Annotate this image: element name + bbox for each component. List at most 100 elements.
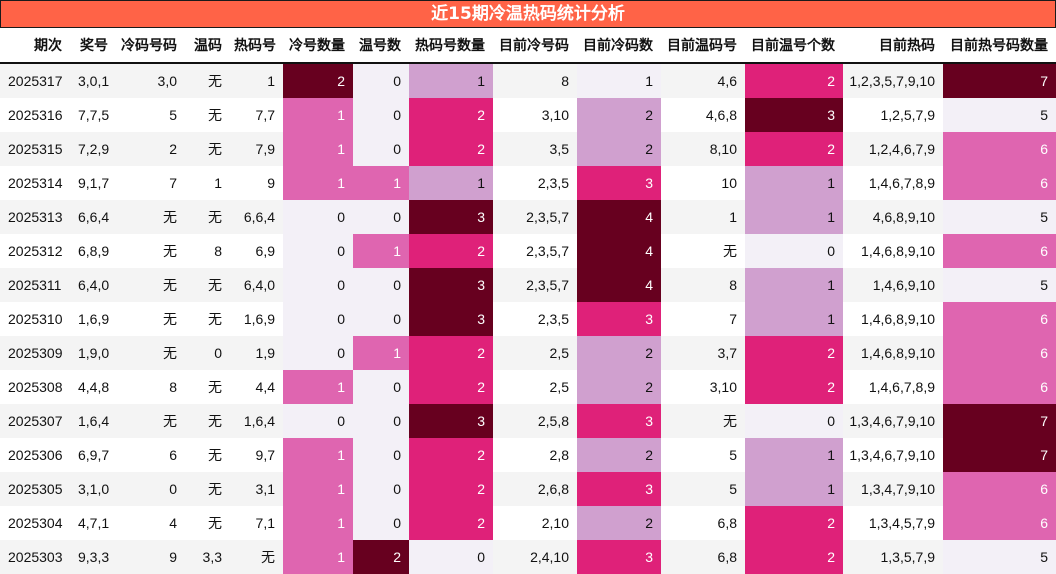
cell-cur-hot-count: 6 — [943, 370, 1056, 404]
cell-cur-cold-count: 2 — [577, 506, 661, 540]
cell-hot: 6,6,4 — [230, 200, 283, 234]
cell-cold-count: 0 — [283, 302, 353, 336]
stats-table: 期次 奖号 冷码号码 温码 热码号 冷号数量 温号数 热码号数量 目前冷号码 目前冷码数 目前温码号… — [0, 28, 1056, 574]
cell-cur-hot-count: 5 — [943, 98, 1056, 132]
table-row: 2025313 6,6,4 无无 6,6,4 0 0 3 2,3,5,7 4 1 1 4,6,8,9,… — [0, 200, 1056, 234]
cell-cold: 4 — [116, 506, 185, 540]
header-col-cur-cold-count: 目前冷码数 — [577, 28, 661, 64]
cell-cur-warm: 6,8 — [661, 540, 745, 574]
cell-period: 2025303 — [0, 540, 70, 574]
cell-cur-warm: 无 — [661, 404, 745, 438]
cell-cur-warm-count: 2 — [745, 132, 843, 166]
table-body: 2025317 3,0,1 3,0 无 1 2 0 1 8 1 4,6 2 1,2,3,5,7,9,10… — [0, 63, 1056, 574]
cell-warm: 无 — [185, 404, 230, 438]
cell-hot: 1,9 — [230, 336, 283, 370]
cell-cur-warm-count: 3 — [745, 98, 843, 132]
cell-cur-cold-count: 2 — [577, 438, 661, 472]
cell-hot-count: 3 — [409, 404, 493, 438]
cell-cur-cold-count: 3 — [577, 404, 661, 438]
cell-period: 2025313 — [0, 200, 70, 234]
cell-cur-cold: 2,6,8 — [493, 472, 577, 506]
cell-draw: 7,2,9 — [70, 132, 116, 166]
cell-warm: 8 — [185, 234, 230, 268]
table-title: 近15期冷温热码统计分析 — [0, 0, 1056, 28]
cell-cur-hot: 1,4,6,8,9,10 — [843, 302, 943, 336]
cell-hot-count: 2 — [409, 98, 493, 132]
cell-warm: 无 — [185, 200, 230, 234]
cell-draw: 6,4,0 — [70, 268, 116, 302]
cell-warm: 无 — [185, 370, 230, 404]
cell-cold: 9 — [116, 540, 185, 574]
cell-cur-warm: 1 — [661, 200, 745, 234]
cell-period: 2025315 — [0, 132, 70, 166]
cell-cold-count: 1 — [283, 540, 353, 574]
cell-cold: 无 — [116, 302, 185, 336]
cell-hot-count: 1 — [409, 166, 493, 200]
cell-cold-count: 0 — [283, 268, 353, 302]
cell-draw: 6,6,4 — [70, 200, 116, 234]
cell-cur-warm-count: 1 — [745, 438, 843, 472]
cell-cur-hot: 1,2,3,5,7,9,10 — [843, 63, 943, 98]
cell-cur-cold: 2,10 — [493, 506, 577, 540]
cell-cur-warm: 5 — [661, 438, 745, 472]
cell-cur-warm: 3,7 — [661, 336, 745, 370]
cell-cur-hot-count: 6 — [943, 166, 1056, 200]
cell-hot-count: 2 — [409, 472, 493, 506]
cell-period: 2025305 — [0, 472, 70, 506]
cell-hot-count: 2 — [409, 438, 493, 472]
cell-period: 2025307 — [0, 404, 70, 438]
cell-warm-count: 0 — [353, 302, 409, 336]
header-col-cold-count: 冷号数量 — [283, 28, 353, 64]
cell-cur-hot: 1,3,4,7,9,10 — [843, 472, 943, 506]
cell-cold-count: 0 — [283, 336, 353, 370]
cell-cur-warm-count: 2 — [745, 540, 843, 574]
header-col-warm-count: 温号数 — [353, 28, 409, 64]
cell-cold-count: 1 — [283, 370, 353, 404]
table-row: 2025310 1,6,9 无无 1,6,9 0 0 3 2,3,5 3 7 1 1,4,6,8,9,… — [0, 302, 1056, 336]
cell-hot-count: 0 — [409, 540, 493, 574]
cell-cur-hot-count: 6 — [943, 302, 1056, 336]
cell-cur-cold: 3,5 — [493, 132, 577, 166]
cell-hot: 6,4,0 — [230, 268, 283, 302]
header-col-cold: 冷码号码 — [116, 28, 185, 64]
cell-cold-count: 0 — [283, 200, 353, 234]
cell-cur-hot-count: 6 — [943, 506, 1056, 540]
cell-cold-count: 0 — [283, 404, 353, 438]
cell-cold: 7 — [116, 166, 185, 200]
cell-cur-hot: 1,4,6,8,9,10 — [843, 234, 943, 268]
cell-draw: 1,6,4 — [70, 404, 116, 438]
cell-cold: 无 — [116, 336, 185, 370]
cell-cur-cold: 2,3,5,7 — [493, 268, 577, 302]
cell-cold: 无 — [116, 404, 185, 438]
header-col-cur-cold: 目前冷号码 — [493, 28, 577, 64]
cell-cur-hot: 1,4,6,9,10 — [843, 268, 943, 302]
table-row: 2025308 4,4,8 8 无 4,4 1 0 2 2,5 2 3,10 2 1,4,6,7,8,9… — [0, 370, 1056, 404]
cell-warm: 无 — [185, 268, 230, 302]
cell-cur-cold-count: 3 — [577, 472, 661, 506]
cell-draw: 4,4,8 — [70, 370, 116, 404]
cell-warm-count: 0 — [353, 438, 409, 472]
cell-warm-count: 0 — [353, 370, 409, 404]
table-row: 2025305 3,1,0 0 无 3,1 1 0 2 2,6,8 3 5 1 1,3,4,7,9,10… — [0, 472, 1056, 506]
cell-warm-count: 0 — [353, 472, 409, 506]
cell-cold: 5 — [116, 98, 185, 132]
cell-draw: 7,7,5 — [70, 98, 116, 132]
cell-hot-count: 2 — [409, 234, 493, 268]
cell-cur-hot-count: 7 — [943, 63, 1056, 98]
cell-cur-cold: 2,3,5,7 — [493, 200, 577, 234]
cell-warm: 无 — [185, 438, 230, 472]
cell-cur-hot: 1,4,6,8,9,10 — [843, 336, 943, 370]
cell-hot: 1 — [230, 63, 283, 98]
cell-draw: 1,6,9 — [70, 302, 116, 336]
cell-cur-hot: 1,3,5,7,9 — [843, 540, 943, 574]
cell-period: 2025314 — [0, 166, 70, 200]
cell-cur-hot-count: 5 — [943, 540, 1056, 574]
table-row: 2025315 7,2,9 2 无 7,9 1 0 2 3,5 2 8,10 2 1,2,4,6,7,9… — [0, 132, 1056, 166]
cell-cur-hot: 1,3,4,6,7,9,10 — [843, 404, 943, 438]
cell-period: 2025316 — [0, 98, 70, 132]
header-col-period: 期次 — [0, 28, 70, 64]
cell-cur-hot-count: 6 — [943, 336, 1056, 370]
cell-cur-hot: 1,2,5,7,9 — [843, 98, 943, 132]
cell-cur-cold: 2,3,5 — [493, 302, 577, 336]
cell-cold-count: 1 — [283, 438, 353, 472]
